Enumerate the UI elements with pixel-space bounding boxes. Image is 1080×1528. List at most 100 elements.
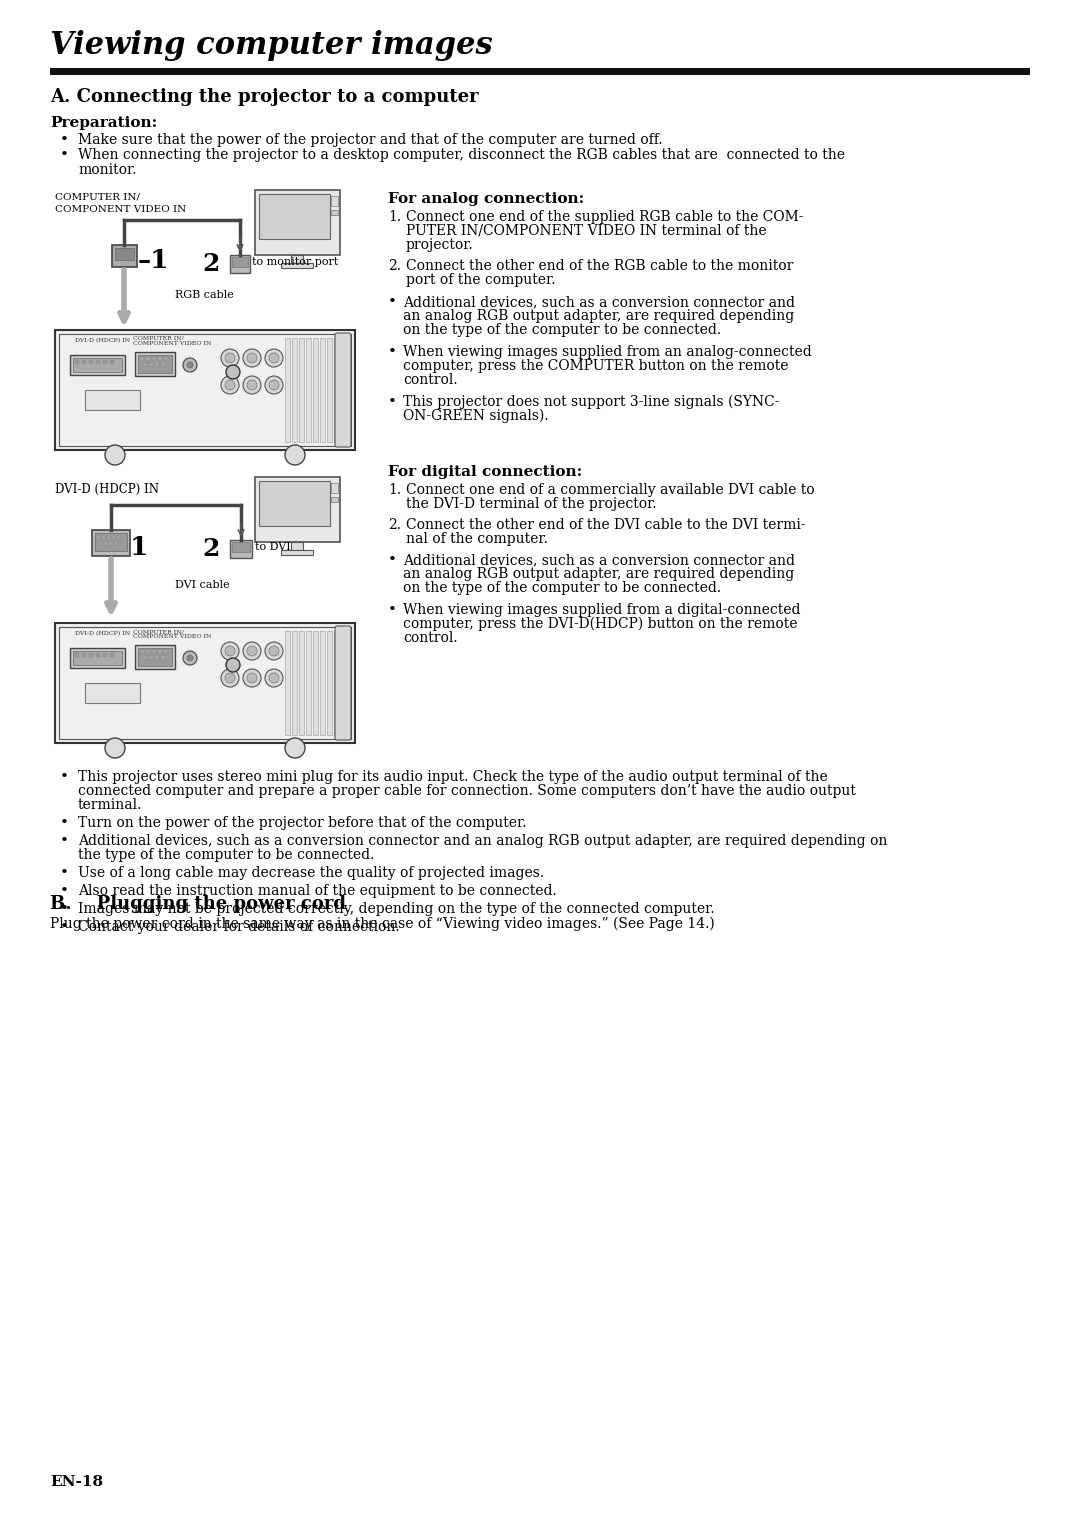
Circle shape	[105, 738, 125, 758]
Bar	[285, 338, 291, 442]
Bar	[112, 244, 137, 267]
Text: Also read the instruction manual of the equipment to be connected.: Also read the instruction manual of the …	[78, 885, 557, 898]
Bar	[140, 358, 144, 361]
Bar	[292, 338, 297, 442]
Bar	[152, 358, 156, 361]
Bar	[291, 542, 303, 550]
Text: 2.: 2.	[388, 518, 401, 532]
Bar	[82, 652, 86, 657]
Text: COMPONENT VIDEO IN: COMPONENT VIDEO IN	[55, 205, 186, 214]
Bar	[110, 361, 114, 364]
Text: COMPONENT VIDEO IN: COMPONENT VIDEO IN	[133, 634, 212, 639]
Circle shape	[187, 362, 193, 368]
Text: on the type of the computer to be connected.: on the type of the computer to be connec…	[403, 581, 721, 594]
Text: COMPUTER IN/: COMPUTER IN/	[55, 193, 140, 202]
Text: DVI-D (HDCP) IN: DVI-D (HDCP) IN	[75, 631, 130, 636]
Circle shape	[265, 669, 283, 688]
Text: B.    Plugging the power cord: B. Plugging the power cord	[50, 895, 346, 914]
Bar	[55, 623, 355, 743]
Text: •: •	[388, 553, 396, 567]
Bar	[158, 649, 162, 652]
Circle shape	[269, 646, 279, 656]
Bar	[164, 358, 168, 361]
Text: monitor.: monitor.	[78, 162, 136, 177]
Bar	[96, 652, 100, 657]
Text: to DVI: to DVI	[255, 542, 291, 552]
Text: This projector does not support 3-line signals (SYNC-: This projector does not support 3-line s…	[403, 396, 780, 410]
Bar	[70, 648, 125, 668]
Text: Connect the other end of the DVI cable to the DVI termi-: Connect the other end of the DVI cable t…	[406, 518, 806, 532]
Text: 2.: 2.	[388, 260, 401, 274]
Bar	[73, 358, 122, 371]
Text: computer, press the DVI-D(HDCP) button on the remote: computer, press the DVI-D(HDCP) button o…	[403, 617, 797, 631]
Circle shape	[247, 353, 257, 364]
Text: the type of the computer to be connected.: the type of the computer to be connected…	[78, 848, 375, 862]
Text: Additional devices, such as a conversion connector and: Additional devices, such as a conversion…	[403, 553, 795, 567]
Circle shape	[226, 659, 240, 672]
Bar	[292, 631, 297, 735]
Bar	[104, 542, 107, 545]
Bar	[143, 656, 147, 659]
Bar	[161, 364, 165, 367]
Bar	[330, 497, 338, 503]
Bar	[281, 550, 313, 555]
Circle shape	[243, 376, 261, 394]
Bar	[334, 338, 339, 442]
Bar	[140, 649, 144, 652]
Text: port of the computer.: port of the computer.	[406, 274, 555, 287]
Text: •: •	[60, 816, 69, 830]
Text: •: •	[60, 148, 69, 162]
Text: on the type of the computer to be connected.: on the type of the computer to be connec…	[403, 322, 721, 338]
Text: For digital connection:: For digital connection:	[388, 465, 582, 478]
Bar	[89, 361, 93, 364]
Bar	[156, 364, 159, 367]
Circle shape	[243, 669, 261, 688]
Text: an analog RGB output adapter, are required depending: an analog RGB output adapter, are requir…	[403, 309, 794, 322]
Circle shape	[265, 376, 283, 394]
Circle shape	[243, 642, 261, 660]
Bar	[97, 536, 100, 539]
Bar	[149, 364, 153, 367]
Circle shape	[285, 738, 305, 758]
Text: 1.: 1.	[388, 483, 401, 497]
Bar	[259, 481, 330, 526]
Text: When viewing images supplied from a digital-connected: When viewing images supplied from a digi…	[403, 604, 800, 617]
Bar	[330, 483, 338, 494]
Text: When connecting the projector to a desktop computer, disconnect the RGB cables t: When connecting the projector to a deskt…	[78, 148, 845, 162]
Circle shape	[221, 348, 239, 367]
Circle shape	[105, 445, 125, 465]
Bar	[230, 539, 252, 558]
Bar	[320, 631, 325, 735]
Bar	[330, 196, 338, 206]
Text: –1: –1	[138, 248, 170, 274]
Text: ON-GREEN signals).: ON-GREEN signals).	[403, 410, 549, 423]
Bar	[114, 248, 134, 260]
Bar	[306, 631, 311, 735]
Circle shape	[265, 642, 283, 660]
Text: DVI-D (HDCP) IN: DVI-D (HDCP) IN	[75, 338, 130, 342]
Circle shape	[226, 365, 240, 379]
Bar	[138, 648, 172, 666]
Bar	[102, 536, 105, 539]
Text: control.: control.	[403, 373, 458, 387]
Text: Contact your dealer for details of connection.: Contact your dealer for details of conne…	[78, 920, 400, 934]
Bar	[285, 631, 291, 735]
Text: Make sure that the power of the projector and that of the computer are turned of: Make sure that the power of the projecto…	[78, 133, 663, 147]
Circle shape	[247, 672, 257, 683]
Bar	[232, 542, 249, 552]
Bar	[327, 631, 332, 735]
Text: DVI-D (HDCP) IN: DVI-D (HDCP) IN	[55, 483, 159, 497]
Bar	[149, 656, 153, 659]
Text: Use of a long cable may decrease the quality of projected images.: Use of a long cable may decrease the qua…	[78, 866, 544, 880]
Text: 2: 2	[202, 536, 219, 561]
Bar	[85, 390, 140, 410]
Circle shape	[265, 348, 283, 367]
Bar	[92, 530, 130, 556]
Bar	[146, 649, 150, 652]
Bar	[320, 338, 325, 442]
Text: A. Connecting the projector to a computer: A. Connecting the projector to a compute…	[50, 89, 478, 105]
Circle shape	[243, 348, 261, 367]
Text: •: •	[60, 834, 69, 848]
Text: •: •	[60, 920, 69, 934]
Text: COMPONENT VIDEO IN: COMPONENT VIDEO IN	[133, 341, 212, 345]
